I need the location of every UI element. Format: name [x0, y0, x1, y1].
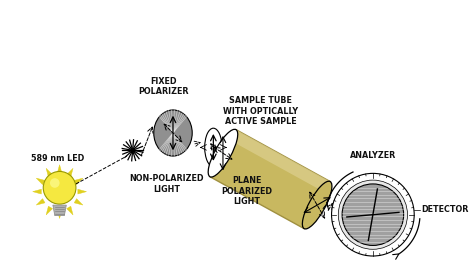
- Polygon shape: [67, 206, 73, 215]
- Circle shape: [338, 180, 408, 249]
- Polygon shape: [53, 205, 66, 216]
- Text: FIXED
POLARIZER: FIXED POLARIZER: [138, 77, 189, 97]
- Polygon shape: [78, 189, 86, 194]
- Text: DETECTOR: DETECTOR: [421, 205, 468, 214]
- Polygon shape: [74, 199, 83, 205]
- Circle shape: [331, 173, 414, 256]
- Polygon shape: [33, 189, 41, 194]
- Circle shape: [43, 172, 76, 204]
- Polygon shape: [74, 178, 83, 185]
- Polygon shape: [57, 165, 62, 173]
- Circle shape: [342, 184, 404, 246]
- Polygon shape: [57, 210, 62, 219]
- Ellipse shape: [205, 128, 222, 167]
- Polygon shape: [46, 206, 53, 215]
- Polygon shape: [210, 130, 330, 229]
- Polygon shape: [67, 168, 73, 177]
- Text: PLANE
POLARIZED
LIGHT: PLANE POLARIZED LIGHT: [221, 176, 273, 206]
- Text: NON-POLARIZED
LIGHT: NON-POLARIZED LIGHT: [129, 174, 203, 194]
- Text: 589 nm LED: 589 nm LED: [31, 154, 84, 163]
- Ellipse shape: [302, 181, 332, 229]
- Text: ANALYZER: ANALYZER: [350, 151, 396, 160]
- Ellipse shape: [154, 110, 192, 156]
- Polygon shape: [36, 178, 45, 185]
- Circle shape: [50, 178, 60, 188]
- Polygon shape: [36, 199, 45, 205]
- Polygon shape: [230, 130, 330, 192]
- Polygon shape: [46, 168, 53, 177]
- Ellipse shape: [208, 129, 238, 177]
- Text: SAMPLE TUBE
WITH OPTICALLY
ACTIVE SAMPLE: SAMPLE TUBE WITH OPTICALLY ACTIVE SAMPLE: [223, 97, 298, 126]
